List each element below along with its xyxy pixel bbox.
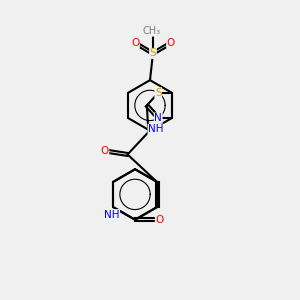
Text: S: S: [155, 88, 161, 98]
Text: O: O: [131, 38, 139, 48]
Text: NH: NH: [104, 210, 119, 220]
Text: N: N: [154, 113, 162, 123]
Text: S: S: [150, 48, 156, 59]
Text: O: O: [155, 215, 164, 225]
Text: CH₃: CH₃: [142, 26, 160, 36]
Text: NH: NH: [148, 124, 164, 134]
Text: O: O: [100, 146, 109, 157]
Text: O: O: [167, 38, 175, 48]
